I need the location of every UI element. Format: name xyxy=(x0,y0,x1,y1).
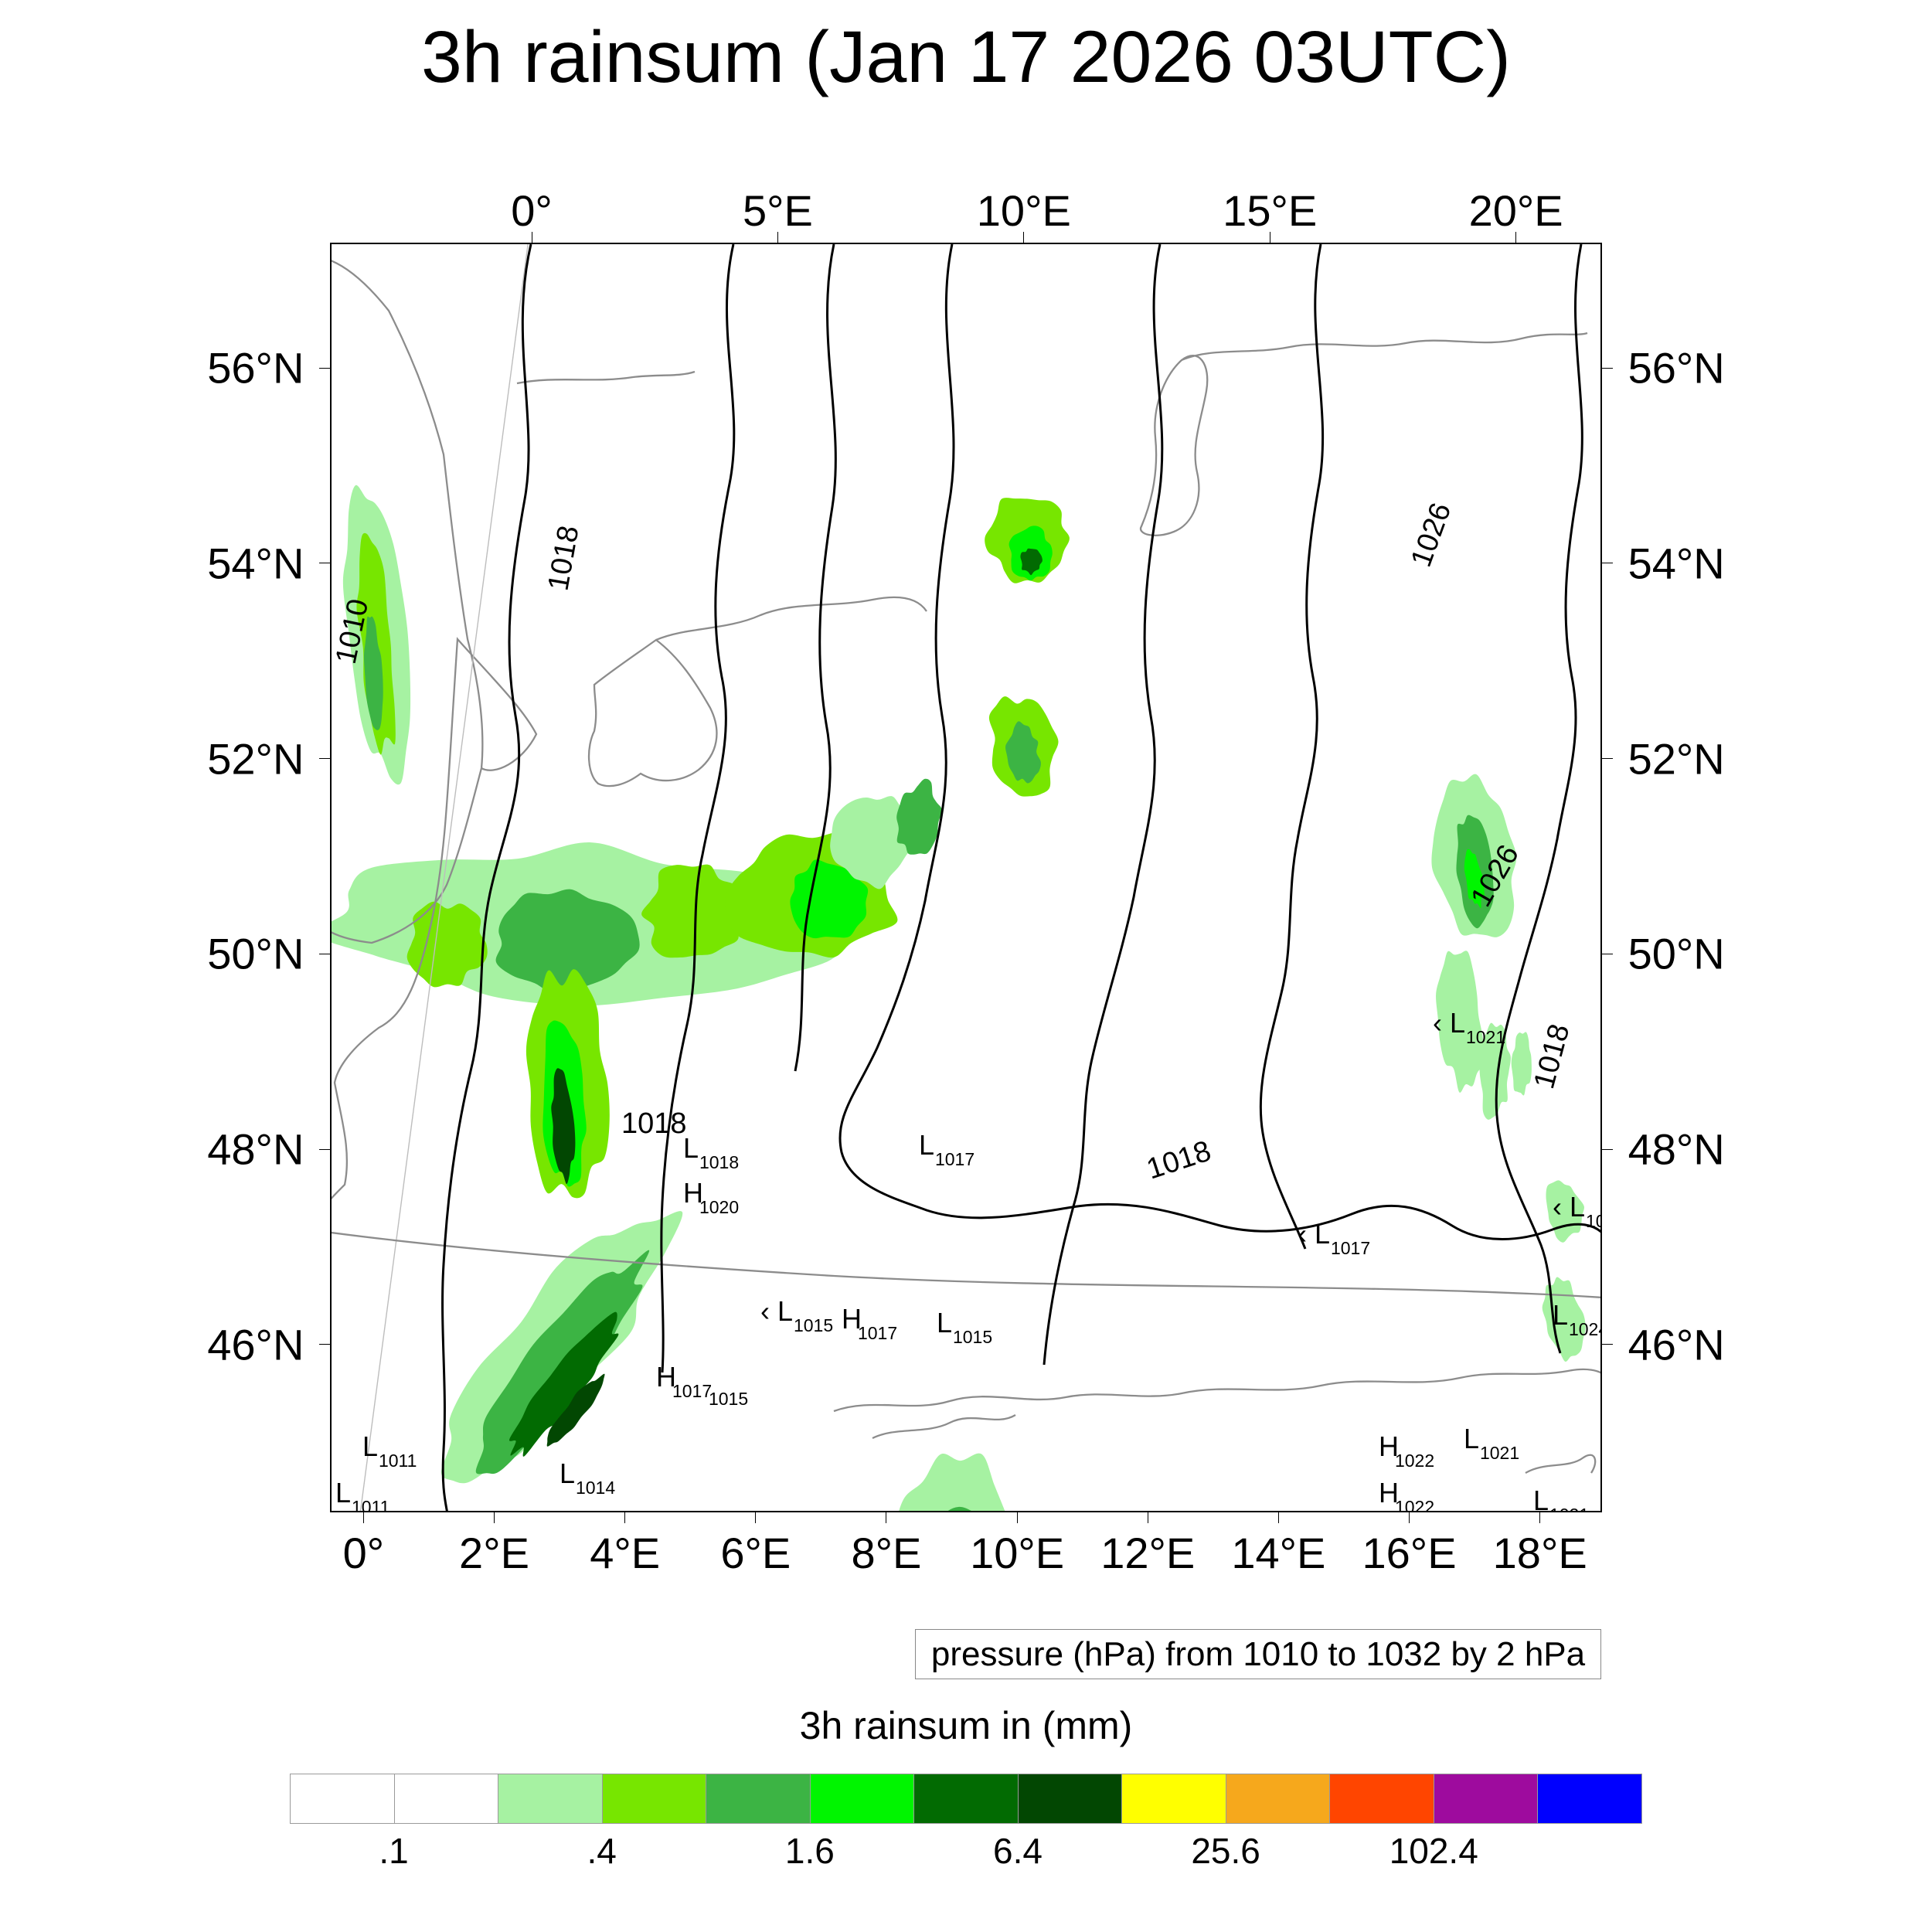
svg-text:1026: 1026 xyxy=(1405,498,1458,571)
svg-text:‹: ‹ xyxy=(760,1295,770,1327)
svg-text:‹: ‹ xyxy=(1553,1191,1562,1223)
svg-text:L: L xyxy=(1570,1191,1585,1223)
svg-text:1011: 1011 xyxy=(379,1451,417,1471)
svg-text:L: L xyxy=(560,1458,575,1489)
svg-text:1018: 1018 xyxy=(543,523,586,594)
svg-text:1017: 1017 xyxy=(672,1381,712,1401)
svg-text:1024: 1024 xyxy=(1569,1319,1601,1339)
svg-text:L: L xyxy=(937,1307,952,1338)
svg-text:1015: 1015 xyxy=(794,1315,833,1335)
svg-text:1022: 1022 xyxy=(1395,1497,1434,1512)
svg-text:L: L xyxy=(777,1295,793,1327)
svg-text:1024: 1024 xyxy=(1586,1211,1601,1231)
svg-text:1014: 1014 xyxy=(576,1478,615,1498)
svg-text:L: L xyxy=(1450,1007,1465,1039)
svg-text:L: L xyxy=(335,1477,351,1509)
svg-text:L: L xyxy=(362,1430,378,1462)
svg-text:1020: 1020 xyxy=(699,1197,739,1217)
svg-text:‹: ‹ xyxy=(1298,1218,1307,1250)
svg-text:L: L xyxy=(1464,1423,1479,1454)
svg-text:1018: 1018 xyxy=(621,1107,687,1140)
svg-text:1015: 1015 xyxy=(709,1389,748,1409)
svg-text:1022: 1022 xyxy=(1395,1451,1434,1471)
svg-text:1018: 1018 xyxy=(699,1152,739,1172)
svg-text:1017: 1017 xyxy=(1331,1238,1370,1258)
svg-text:1021: 1021 xyxy=(1549,1505,1589,1512)
svg-text:1015: 1015 xyxy=(953,1327,992,1347)
svg-text:1018: 1018 xyxy=(1529,1021,1577,1093)
svg-text:1017: 1017 xyxy=(858,1323,897,1343)
svg-text:L: L xyxy=(1553,1299,1568,1331)
svg-text:1011: 1011 xyxy=(352,1497,389,1512)
svg-text:‹: ‹ xyxy=(1433,1007,1442,1039)
svg-text:1021: 1021 xyxy=(1480,1443,1519,1463)
svg-text:1018: 1018 xyxy=(1143,1134,1215,1185)
svg-text:L: L xyxy=(919,1129,934,1161)
svg-text:L: L xyxy=(1315,1218,1330,1250)
svg-text:L: L xyxy=(683,1132,699,1164)
svg-text:1021: 1021 xyxy=(1466,1027,1505,1047)
svg-text:1017: 1017 xyxy=(935,1149,975,1169)
svg-text:L: L xyxy=(1533,1485,1549,1512)
